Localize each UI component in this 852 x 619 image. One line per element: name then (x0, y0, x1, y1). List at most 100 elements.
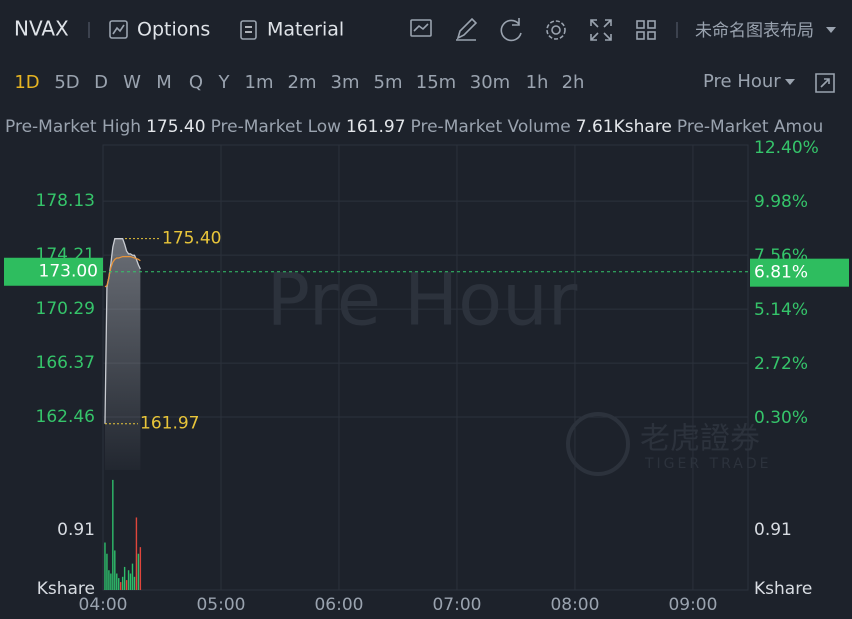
volume-bar (125, 580, 128, 590)
y-tick-label: 178.13 (36, 191, 95, 211)
interval-tab[interactable]: Y (218, 72, 231, 93)
stat-value: 161.97 (346, 117, 405, 137)
material-button[interactable]: Material (240, 19, 344, 41)
interval-tab[interactable]: Q (189, 72, 203, 93)
settings-icon-ring (546, 20, 566, 40)
options-icon-line (112, 24, 125, 35)
interval-tab[interactable]: 1m (245, 72, 274, 93)
stats-line: Pre-Market High 175.40 Pre-Market Low 161.9… (5, 117, 823, 137)
options-label[interactable]: Options (137, 19, 210, 41)
volume-bar (108, 570, 110, 590)
interval-tab[interactable]: 30m (470, 72, 510, 93)
material-icon (240, 20, 257, 40)
chart: Pre Hour 老虎證券 TIGER TRADE 04:00 05:00 06:0… (4, 138, 849, 615)
volume-bar (104, 542, 106, 590)
interval-tab[interactable]: M (156, 72, 172, 93)
y2-tick-label: 0.30% (754, 408, 808, 428)
indicator-icon-line (413, 23, 429, 32)
high-label: 175.40 (162, 229, 221, 249)
interval-tab[interactable]: W (123, 72, 141, 93)
volume-bar (139, 547, 142, 590)
interval-tab[interactable]: 1h (526, 72, 549, 93)
layout-icon (647, 31, 656, 40)
price-area (104, 238, 141, 470)
volume-bar (114, 550, 116, 590)
reset-icon[interactable] (500, 18, 522, 42)
fullscreen-icon[interactable] (590, 19, 612, 41)
draw-icon[interactable] (456, 17, 478, 41)
y2-tick-label: 12.40% (754, 138, 819, 158)
y2-tick-label: 5.14% (754, 300, 808, 320)
material-label[interactable]: Material (267, 19, 344, 41)
options-icon (109, 20, 128, 39)
stat-label: Pre-Market Low (211, 117, 342, 137)
layout-icon (636, 31, 645, 40)
interval-tab[interactable]: 1D (14, 72, 39, 93)
current-pct-label: 6.81% (754, 263, 808, 283)
watermark: Pre Hour (267, 258, 578, 342)
volume-bar (116, 573, 118, 590)
volume-bar (127, 570, 130, 590)
x-tick-label: 08:00 (550, 595, 599, 615)
x-tick-label: 05:00 (196, 595, 245, 615)
volume-bar (129, 573, 132, 590)
indicator-icon[interactable] (410, 19, 432, 37)
interval-tab[interactable]: 15m (416, 72, 456, 93)
interval-tab[interactable]: D (94, 72, 108, 93)
interval-tab[interactable]: 2m (288, 72, 317, 93)
dropdown-arrow[interactable] (826, 27, 836, 33)
layout-name[interactable]: 未命名图表布局 (695, 21, 814, 41)
price-line (104, 238, 141, 424)
y-tick-label: 162.46 (36, 407, 95, 427)
stat-label: Pre-Market High (5, 117, 141, 137)
session-select[interactable]: Pre Hour (703, 71, 781, 92)
settings-icon[interactable] (551, 25, 561, 35)
volume-bar (137, 553, 140, 590)
volume-bar (110, 573, 112, 590)
volume-unit: Kshare (37, 579, 95, 599)
x-tick-label: 06:00 (314, 595, 363, 615)
brand-name: 老虎證券 (640, 422, 760, 457)
brand-logo (566, 412, 630, 476)
current-price-tag (4, 257, 103, 286)
volume-bar (123, 566, 126, 590)
interval-tab[interactable]: 5m (374, 72, 403, 93)
volume-bar (118, 578, 120, 590)
average-line (104, 255, 141, 288)
interval-tab[interactable]: 5D (54, 72, 79, 93)
volume-bar (112, 479, 114, 590)
x-tick-label: 07:00 (432, 595, 481, 615)
interval-tab[interactable]: 2h (562, 72, 585, 93)
interval-tab[interactable]: 3m (331, 72, 360, 93)
stat-value: 7.61Kshare (576, 117, 672, 137)
volume-tick-label: 0.91 (754, 520, 792, 540)
tool-icons (410, 17, 656, 42)
y2-tick-label: 9.98% (754, 192, 808, 212)
low-label: 161.97 (140, 414, 199, 434)
y-tick-label: 170.29 (36, 299, 95, 319)
volume-bar (106, 553, 108, 590)
brand-name-en: TIGER TRADE (644, 456, 771, 472)
volume-tick-label: 0.91 (57, 520, 95, 540)
volume-bar (119, 582, 122, 590)
current-price-label: 173.00 (39, 262, 98, 282)
x-tick-label: 04:00 (79, 595, 128, 615)
stat-label: Pre-Market Volume (411, 117, 571, 137)
volume-bar (131, 563, 134, 590)
volume-bar (135, 517, 138, 590)
y-tick-label: 166.37 (36, 353, 95, 373)
volume-bar (133, 576, 136, 590)
current-pct-tag (750, 258, 849, 287)
dropdown-arrow[interactable] (785, 79, 795, 85)
stat-label: Pre-Market Amou (677, 117, 823, 137)
stat-value: 175.40 (146, 117, 205, 137)
layout-icon[interactable] (636, 20, 645, 29)
interval-bar: 1D 5D D W M Q Y 1m 2m 3m 5m 15m 30m 1h 2h (14, 72, 584, 93)
y2-tick-label: 2.72% (754, 354, 808, 374)
expand-icon[interactable] (815, 73, 835, 93)
symbol[interactable]: NVAX (14, 17, 69, 41)
volume-bar (121, 576, 124, 590)
options-button[interactable]: Options (109, 19, 210, 41)
layout-icon (647, 20, 656, 29)
